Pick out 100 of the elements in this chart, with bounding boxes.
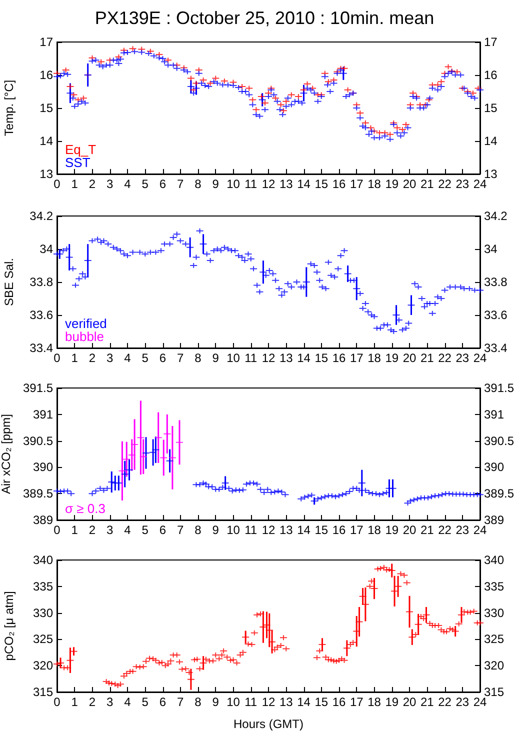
x-tick-label: 11 <box>244 523 258 537</box>
y-tick-label: 325 <box>32 632 54 646</box>
x-tick-label: 20 <box>402 177 416 191</box>
x-tick-label: 8 <box>194 177 202 191</box>
x-tick-label: 24 <box>473 695 487 709</box>
y2-tick-label: 33.4 <box>484 341 508 355</box>
text: σ ≥ 0.3 <box>65 501 106 516</box>
y-tick-label: 390 <box>32 460 54 474</box>
y2-tick-label: 15 <box>484 101 498 115</box>
y-axis-title: Temp. [°C] <box>2 80 16 136</box>
y-tick-label: 340 <box>32 553 54 567</box>
y2-tick-label: 389 <box>484 513 504 527</box>
y-tick-label: 33.4 <box>30 341 54 355</box>
x-tick-label: 10 <box>226 523 240 537</box>
x-tick-label: 12 <box>262 695 276 709</box>
x-tick-label: 4 <box>124 351 132 365</box>
x-tick-label: 7 <box>177 523 184 537</box>
x-tick-label: 0 <box>54 177 61 191</box>
legend-label: bubble <box>65 329 104 344</box>
y-axis-title: Air xCO₂ [ppm] <box>0 414 14 494</box>
x-tick-label: 17 <box>350 523 364 537</box>
x-tick-label: 1 <box>71 695 78 709</box>
x-tick-label: 10 <box>226 177 240 191</box>
x-tick-label: 21 <box>420 695 434 709</box>
y2-tick-label: 340 <box>484 553 504 567</box>
y2-tick-label: 14 <box>484 134 498 148</box>
x-tick-label: 14 <box>297 177 311 191</box>
x-tick-label: 20 <box>402 351 416 365</box>
text: Eq_T <box>65 142 96 157</box>
x-tick-label: 8 <box>194 523 202 537</box>
x-tick-label: 11 <box>244 177 258 191</box>
x-tick-label: 5 <box>142 351 149 365</box>
y-axis-title: pCO₂ [μ atm] <box>2 591 16 661</box>
x-tick-label: 19 <box>385 177 399 191</box>
x-tick-label: 22 <box>438 177 452 191</box>
x-tick-label: 3 <box>106 695 114 709</box>
x-tick-label: 16 <box>332 177 346 191</box>
x-tick-label: 4 <box>124 695 132 709</box>
y2-tick-label: 391 <box>484 407 504 422</box>
x-tick-label: 3 <box>106 177 114 191</box>
point <box>154 435 162 440</box>
x-tick-label: 23 <box>456 523 470 537</box>
x-tick-label: 18 <box>368 523 382 537</box>
point <box>131 442 138 447</box>
x-tick-label: 8 <box>194 695 202 709</box>
y-tick-label: 13 <box>40 167 54 181</box>
x-tick-label: 24 <box>473 523 487 537</box>
x-tick-label: 19 <box>385 695 399 709</box>
y2-tick-label: 17 <box>484 35 498 49</box>
x-tick-label: 3 <box>106 351 114 365</box>
y2-tick-label: 390 <box>484 460 504 474</box>
x-tick-label: 2 <box>88 177 96 191</box>
x-tick-label: 23 <box>456 695 470 709</box>
x-tick-label: 5 <box>142 177 149 191</box>
y2-tick-label: 390.5 <box>484 434 514 448</box>
x-tick-label: 1 <box>71 351 78 365</box>
x-tick-label: 6 <box>159 177 166 191</box>
x-tick-label: 20 <box>402 695 416 709</box>
x-tick-label: 2 <box>88 351 96 365</box>
x-tick-label: 10 <box>226 695 240 709</box>
x-tick-label: 17 <box>350 177 364 191</box>
point <box>137 435 144 440</box>
y-tick-label: 389.5 <box>22 486 54 501</box>
x-tick-label: 5 <box>142 523 149 537</box>
x-tick-label: 12 <box>262 523 276 537</box>
x-tick-label: 1 <box>71 523 78 537</box>
x-tick-label: 18 <box>368 177 382 191</box>
y-tick-label: 315 <box>32 685 54 699</box>
y-tick-label: 33.8 <box>30 275 54 289</box>
x-tick-label: 14 <box>297 695 311 709</box>
x-tick-label: 9 <box>212 351 220 365</box>
x-tick-label: 13 <box>279 695 294 709</box>
y-tick-label: 34 <box>40 242 54 256</box>
x-tick-label: 9 <box>212 695 220 709</box>
y2-tick-label: 16 <box>484 68 498 82</box>
point <box>128 452 136 458</box>
x-tick-label: 24 <box>473 351 487 365</box>
x-tick-label: 1 <box>71 177 78 191</box>
x-tick-label: 14 <box>297 523 311 537</box>
x-tick-label: 6 <box>159 695 166 709</box>
y2-tick-label: 315 <box>484 685 504 699</box>
y-tick-label: 391 <box>32 407 54 422</box>
x-tick-label: 7 <box>177 351 184 365</box>
x-tick-label: 15 <box>314 177 328 191</box>
x-tick-label: 4 <box>124 523 132 537</box>
x-tick-label: 13 <box>279 523 294 537</box>
y-tick-label: 16 <box>40 68 54 82</box>
point <box>164 431 171 436</box>
x-tick-label: 18 <box>368 351 382 365</box>
x-tick-label: 6 <box>159 523 166 537</box>
x-tick-label: 2 <box>88 695 96 709</box>
x-tick-label: 21 <box>420 351 434 365</box>
x-tick-label: 12 <box>262 351 276 365</box>
y-tick-label: 330 <box>32 606 54 620</box>
point <box>140 454 147 460</box>
x-tick-label: 16 <box>332 695 346 709</box>
y-axis-title: SBE Sal. <box>2 258 16 306</box>
y-tick-label: 34.2 <box>30 209 54 223</box>
x-tick-label: 7 <box>177 695 184 709</box>
x-tick-label: 3 <box>106 523 114 537</box>
